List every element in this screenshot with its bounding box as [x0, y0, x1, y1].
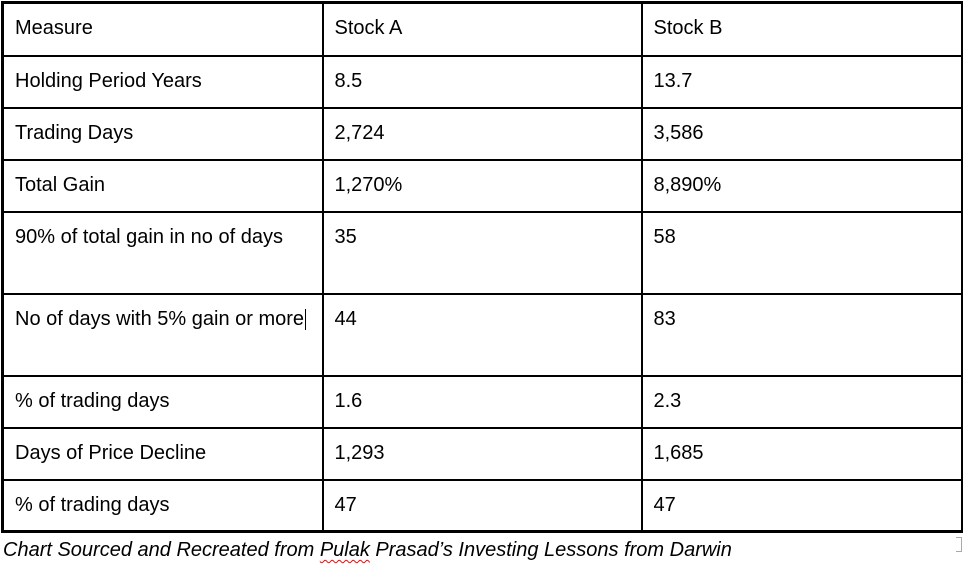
cell-stock-b-value[interactable]: 8,890%	[640, 158, 963, 213]
cell-stock-a-value[interactable]: 1,293	[321, 426, 643, 481]
header-cell-measure[interactable]: Measure	[1, 1, 324, 57]
cell-stock-b-value[interactable]: 2.3	[640, 374, 963, 429]
cell-stock-a-value[interactable]: 2,724	[321, 106, 643, 161]
end-of-text-mark	[956, 537, 962, 552]
cell-label[interactable]: 90% of total gain in no of days	[1, 210, 324, 295]
table-row-pct-trading-days-decline: % of trading days 47 47	[1, 478, 963, 533]
table-row-90pct-gain-days: 90% of total gain in no of days 35 58	[1, 210, 963, 295]
cell-stock-b-value[interactable]: 47	[640, 478, 963, 533]
spellcheck-flagged-word: Pulak	[319, 539, 370, 561]
cell-label[interactable]: Total Gain	[1, 158, 324, 213]
cell-stock-a-value[interactable]: 47	[321, 478, 643, 533]
cell-label[interactable]: No of days with 5% gain or more	[1, 292, 324, 377]
stock-comparison-table: Measure Stock A Stock B Holding Period Y…	[1, 1, 963, 533]
cell-label[interactable]: Trading Days	[1, 106, 324, 161]
caption-text-start: Chart Sourced and Recreated from	[3, 539, 320, 561]
cell-stock-b-value[interactable]: 13.7	[640, 54, 963, 109]
table-row-holding-period: Holding Period Years 8.5 13.7	[1, 54, 963, 109]
cell-stock-a-value[interactable]: 1,270%	[321, 158, 643, 213]
table-row-total-gain: Total Gain 1,270% 8,890%	[1, 158, 963, 213]
cell-stock-a-value[interactable]: 44	[321, 292, 643, 377]
cell-stock-b-value[interactable]: 1,685	[640, 426, 963, 481]
table-header-row: Measure Stock A Stock B	[1, 1, 963, 57]
cell-stock-a-value[interactable]: 1.6	[321, 374, 643, 429]
cell-label[interactable]: % of trading days	[1, 374, 324, 429]
cell-stock-a-value[interactable]: 35	[321, 210, 643, 295]
cell-label[interactable]: Days of Price Decline	[1, 426, 324, 481]
cell-stock-a-value[interactable]: 8.5	[321, 54, 643, 109]
cell-label[interactable]: Holding Period Years	[1, 54, 324, 109]
text-cursor	[305, 308, 307, 330]
cell-stock-b-value[interactable]: 3,586	[640, 106, 963, 161]
header-cell-stock-b[interactable]: Stock B	[640, 1, 963, 57]
table-row-days-5pct-gain: No of days with 5% gain or more 44 83	[1, 292, 963, 377]
table-row-price-decline: Days of Price Decline 1,293 1,685	[1, 426, 963, 481]
cell-stock-b-value[interactable]: 83	[640, 292, 963, 377]
source-caption[interactable]: Chart Sourced and Recreated from Pulak P…	[3, 537, 963, 563]
cell-stock-b-value[interactable]: 58	[640, 210, 963, 295]
caption-text-end: Prasad’s Investing Lessons from Darwin	[369, 539, 732, 561]
cell-label[interactable]: % of trading days	[1, 478, 324, 533]
table-row-trading-days: Trading Days 2,724 3,586	[1, 106, 963, 161]
header-cell-stock-a[interactable]: Stock A	[321, 1, 643, 57]
table-row-pct-trading-days-gain: % of trading days 1.6 2.3	[1, 374, 963, 429]
